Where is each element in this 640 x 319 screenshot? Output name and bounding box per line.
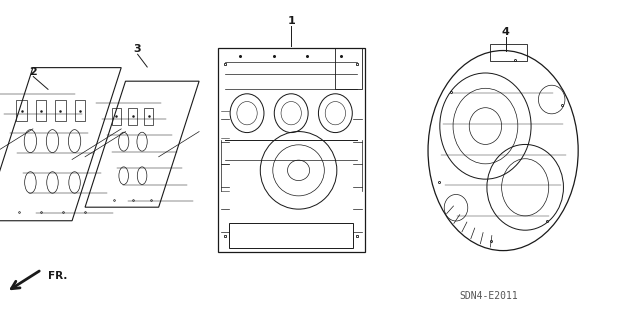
Bar xyxy=(112,108,121,125)
Bar xyxy=(335,48,362,89)
Bar xyxy=(128,108,137,125)
Bar xyxy=(55,100,66,121)
Bar xyxy=(218,48,365,252)
Text: 4: 4 xyxy=(502,27,509,37)
Bar xyxy=(490,44,527,61)
Text: 3: 3 xyxy=(134,44,141,55)
Bar xyxy=(74,100,85,121)
Bar xyxy=(16,100,27,121)
Bar xyxy=(36,100,46,121)
Text: SDN4-E2011: SDN4-E2011 xyxy=(460,291,518,301)
Text: FR.: FR. xyxy=(48,271,67,281)
Bar xyxy=(229,223,353,248)
Text: 2: 2 xyxy=(29,67,37,77)
Bar xyxy=(144,108,153,125)
Text: 1: 1 xyxy=(287,16,295,26)
